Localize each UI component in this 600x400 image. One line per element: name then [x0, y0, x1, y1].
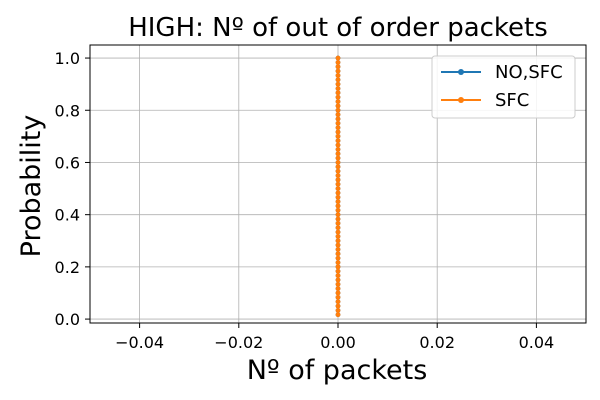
- data-point-sfc: [335, 199, 341, 205]
- legend-label-sfc: SFC: [495, 90, 529, 111]
- data-point-sfc: [335, 155, 341, 161]
- data-point-sfc: [335, 103, 341, 109]
- legend: NO,SFC SFC: [431, 55, 576, 119]
- data-point-sfc: [335, 216, 341, 222]
- data-point-sfc: [335, 220, 341, 226]
- data-point-sfc: [335, 194, 341, 200]
- data-point-sfc: [335, 307, 341, 313]
- data-point-sfc: [335, 277, 341, 283]
- data-point-sfc: [335, 116, 341, 122]
- data-point-sfc: [335, 247, 341, 252]
- data-point-sfc: [335, 60, 341, 65]
- data-point-sfc: [335, 181, 341, 187]
- y-tick-label: 0.8: [55, 101, 80, 120]
- data-point-sfc: [335, 238, 341, 244]
- data-point-sfc: [335, 73, 341, 78]
- data-point-sfc: [335, 290, 341, 296]
- data-point-sfc: [335, 55, 341, 61]
- data-point-sfc: [335, 212, 341, 218]
- x-axis-label: Nº of packets: [247, 355, 428, 386]
- data-point-sfc: [335, 273, 341, 278]
- data-point-sfc: [335, 294, 341, 300]
- data-point-sfc: [335, 164, 341, 170]
- data-point-sfc: [335, 77, 341, 83]
- data-point-sfc: [335, 299, 341, 305]
- x-axis-ticks: −0.04 −0.02 0.00 0.02 0.04: [115, 323, 554, 352]
- y-tick-label: 0.6: [55, 153, 80, 172]
- data-point-sfc: [335, 177, 341, 183]
- x-tick-label: 0.00: [320, 333, 356, 352]
- data-point-sfc: [335, 229, 341, 235]
- data-point-sfc: [335, 151, 341, 157]
- data-point-sfc: [335, 303, 341, 309]
- data-point-sfc: [335, 107, 341, 113]
- chart-title: HIGH: Nº of out of order packets: [128, 13, 548, 43]
- data-point-sfc: [335, 234, 341, 239]
- data-point-sfc: [335, 160, 341, 165]
- data-point-sfc: [335, 99, 341, 104]
- x-tick-label: 0.02: [419, 333, 455, 352]
- y-tick-label: 1.0: [55, 49, 80, 68]
- legend-marker-sfc: [458, 97, 464, 103]
- data-point-sfc: [335, 264, 341, 270]
- data-point-sfc: [335, 81, 341, 87]
- y-tick-label: 0.0: [55, 310, 80, 329]
- data-point-sfc: [335, 68, 341, 74]
- data-point-sfc: [335, 281, 341, 287]
- data-point-sfc: [335, 203, 341, 209]
- x-tick-label: −0.04: [115, 333, 164, 352]
- y-axis-label: Probability: [16, 115, 47, 258]
- data-point-sfc: [335, 133, 341, 139]
- data-point-sfc: [335, 268, 341, 274]
- data-point-sfc: [335, 242, 341, 248]
- data-point-sfc: [335, 129, 341, 135]
- data-point-sfc: [335, 94, 341, 100]
- data-point-sfc: [335, 207, 341, 213]
- y-axis-ticks: 0.0 0.2 0.4 0.6 0.8 1.0: [55, 49, 90, 329]
- data-point-sfc: [335, 260, 341, 265]
- data-point-sfc: [335, 147, 341, 152]
- data-point-sfc: [335, 64, 341, 70]
- series-layer: [335, 55, 341, 318]
- x-tick-label: −0.02: [214, 333, 263, 352]
- data-point-sfc: [335, 173, 341, 178]
- y-tick-label: 0.4: [55, 206, 80, 225]
- data-point-sfc: [335, 86, 341, 91]
- data-point-sfc: [335, 225, 341, 231]
- data-point-sfc: [335, 138, 341, 144]
- data-point-sfc: [335, 186, 341, 191]
- data-point-sfc: [335, 168, 341, 174]
- legend-label-no-sfc: NO,SFC: [495, 62, 563, 83]
- data-point-sfc: [335, 286, 341, 292]
- data-point-sfc: [335, 112, 341, 118]
- data-point-sfc: [335, 255, 341, 261]
- y-tick-label: 0.2: [55, 258, 80, 277]
- data-point-sfc: [335, 190, 341, 196]
- series-sfc: [335, 55, 341, 318]
- x-tick-label: 0.04: [519, 333, 555, 352]
- data-point-sfc: [335, 312, 341, 318]
- data-point-sfc: [335, 120, 341, 126]
- data-point-sfc: [335, 251, 341, 257]
- data-point-sfc: [335, 90, 341, 96]
- data-point-sfc: [335, 125, 341, 131]
- data-point-sfc: [335, 142, 341, 148]
- legend-marker-no-sfc: [458, 69, 464, 75]
